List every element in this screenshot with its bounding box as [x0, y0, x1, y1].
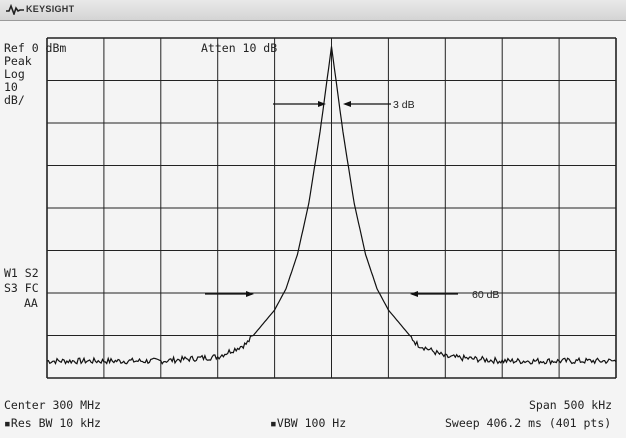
scale-type: Log: [4, 67, 25, 81]
spectrum-trace: [46, 46, 617, 366]
marker-3db: 3 dB: [273, 99, 415, 111]
marker-60db: 60 dB: [205, 289, 499, 301]
arrow-3db-left-head: [318, 101, 326, 107]
trace-status-aa: AA: [24, 296, 38, 310]
sweep-time: Sweep 406.2 ms (401 pts): [445, 416, 612, 430]
keysight-wave-logo-icon: [6, 4, 24, 15]
video-bandwidth: ▪VBW 100 Hz: [270, 416, 347, 430]
span: Span 500 kHz: [529, 398, 613, 412]
arrow-60db-right-head: [410, 291, 418, 297]
attenuation: Atten 10 dB: [201, 41, 278, 55]
brand-name: KEYSIGHT: [26, 4, 75, 14]
analyzer-screen: Ref 0 dBm Atten 10 dB Peak Log 10 dB/ W1…: [0, 21, 626, 438]
spectrum-plot: 3 dB 60 dB: [46, 37, 617, 379]
detector-mode: Peak: [4, 54, 32, 68]
arrow-60db-left-head: [246, 291, 254, 297]
scale-unit: dB/: [4, 93, 25, 107]
trace-status-s3fc: S3 FC: [4, 281, 39, 295]
label-3db: 3 dB: [393, 99, 415, 111]
title-bar: KEYSIGHT: [0, 0, 626, 21]
center-frequency: Center 300 MHz: [4, 398, 101, 412]
ref-level: Ref 0 dBm: [4, 41, 67, 55]
label-60db: 60 dB: [472, 289, 499, 301]
trace-status-w1s2: W1 S2: [4, 266, 39, 280]
arrow-3db-right-head: [343, 101, 351, 107]
graticule: [46, 37, 617, 379]
resolution-bandwidth: ▪Res BW 10 kHz: [4, 416, 101, 430]
scale-value: 10: [4, 80, 18, 94]
